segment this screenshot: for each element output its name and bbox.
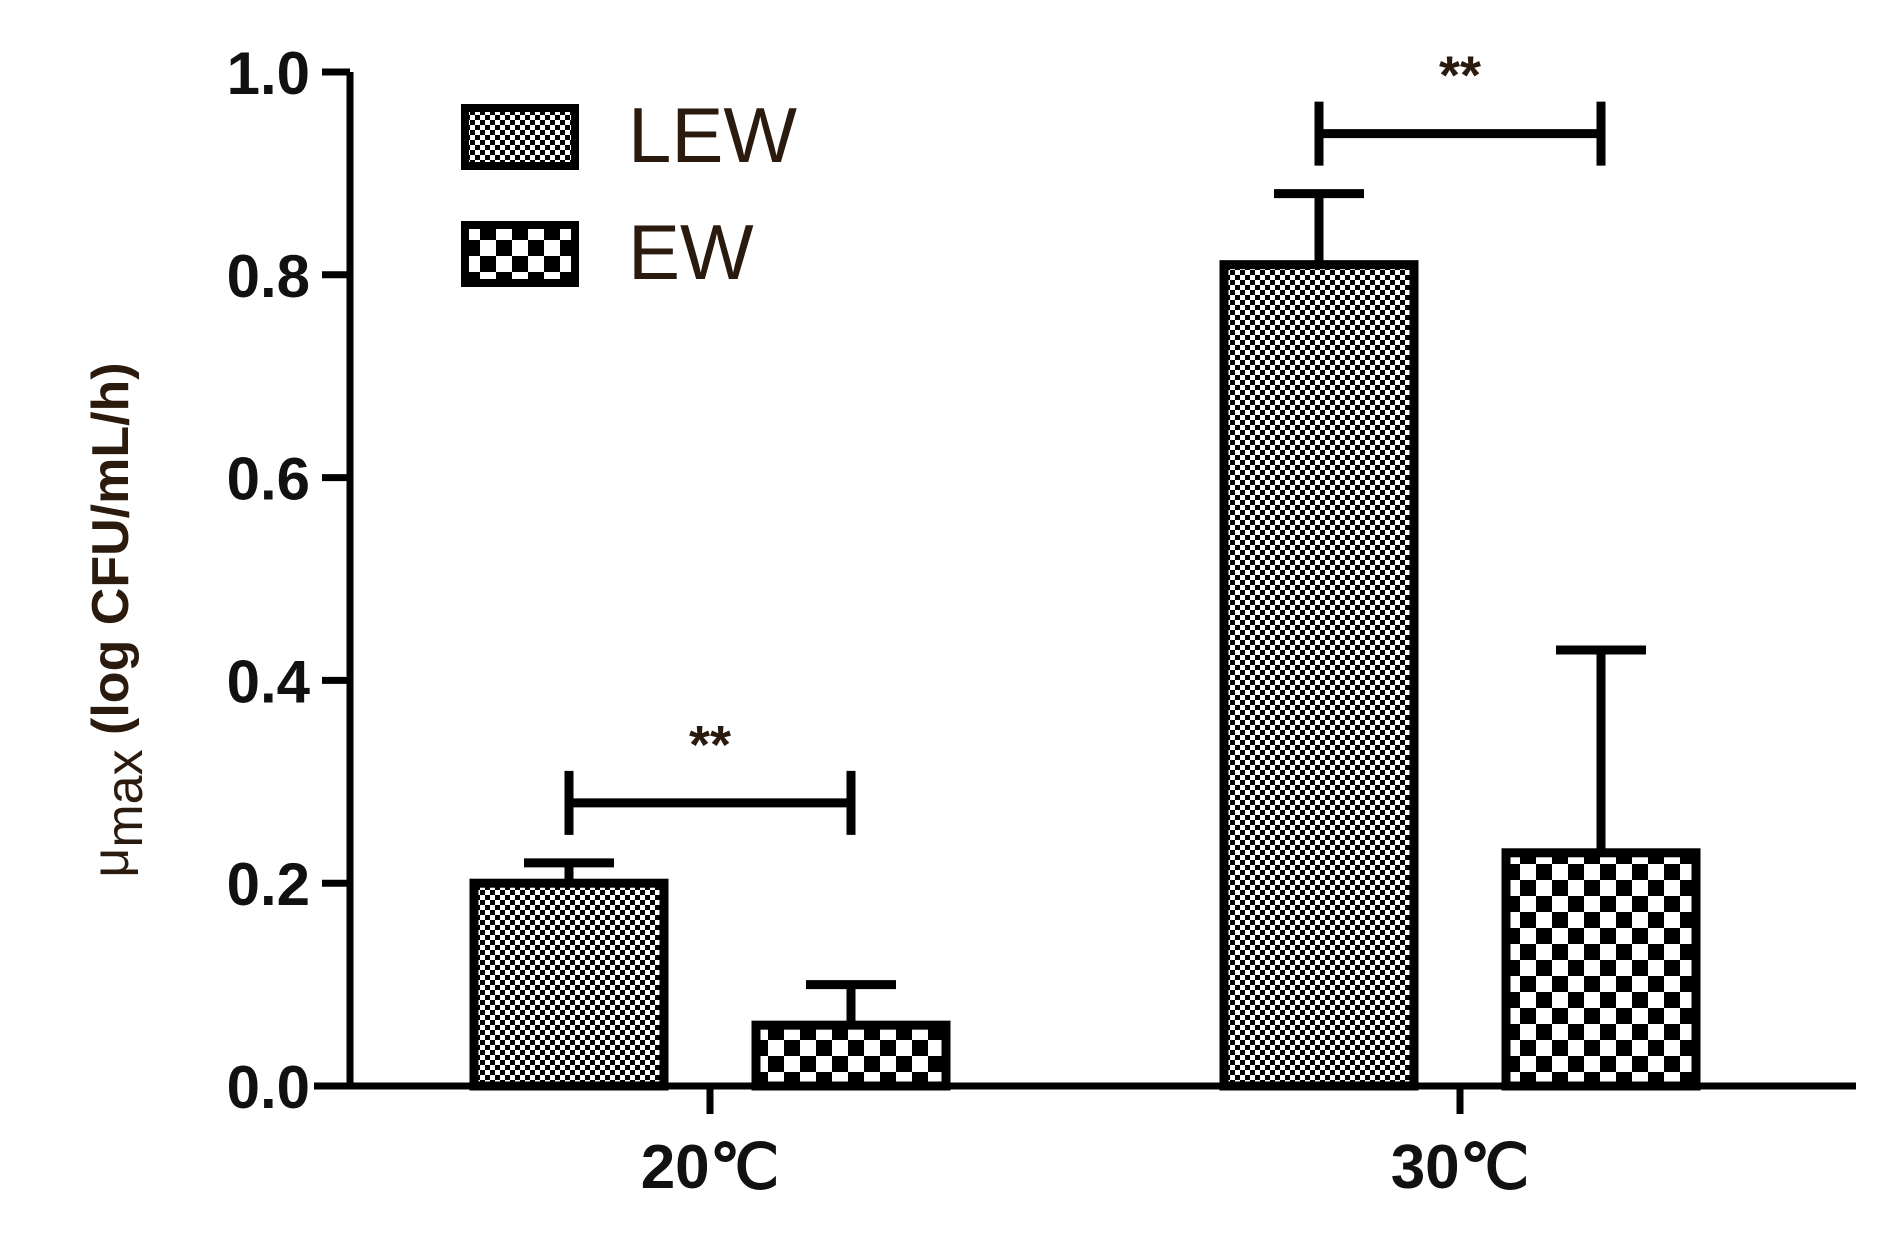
bar-ew-0 — [751, 1020, 951, 1091]
y-tick-label: 0.0 — [227, 1054, 310, 1121]
x-category-label: 20℃ — [641, 1133, 780, 1202]
y-tick-label: 0.4 — [227, 648, 311, 715]
y-ticks: 0.0 0.2 0.4 0.6 0.8 1.0 — [227, 40, 350, 1121]
bar-lew-1 — [1219, 260, 1419, 1091]
y-tick-label: 1.0 — [227, 40, 310, 107]
legend-label-ew: EW — [628, 208, 754, 296]
y-tick-label: 0.6 — [227, 446, 310, 513]
y-tick-label: 0.2 — [227, 851, 310, 918]
legend-swatch-lew — [461, 104, 579, 170]
significance-label: ** — [689, 715, 731, 775]
y-axis-unit: (log CFU/mL/h) — [82, 362, 140, 735]
bar-ew-1 — [1501, 848, 1701, 1091]
legend-swatch-ew — [461, 221, 579, 287]
y-tick-label: 0.8 — [227, 243, 310, 310]
svg-text:μmax (log CFU/mL/h): μmax (log CFU/mL/h) — [82, 362, 154, 877]
legend: LEW EW — [461, 91, 797, 296]
bar-lew-0 — [469, 878, 669, 1091]
significance-brackets: ** ** — [564, 46, 1606, 835]
x-category-label: 30℃ — [1391, 1133, 1530, 1202]
x-categories: 20℃ 30℃ — [641, 1086, 1530, 1202]
y-axis-symbol: μ — [82, 848, 140, 878]
significance-label: ** — [1439, 46, 1481, 106]
error-bars — [524, 189, 1646, 1026]
legend-label-lew: LEW — [628, 91, 797, 179]
bars — [469, 260, 1701, 1091]
y-axis-title: μmax (log CFU/mL/h) — [82, 362, 154, 877]
y-axis-subscript: max — [96, 749, 154, 847]
